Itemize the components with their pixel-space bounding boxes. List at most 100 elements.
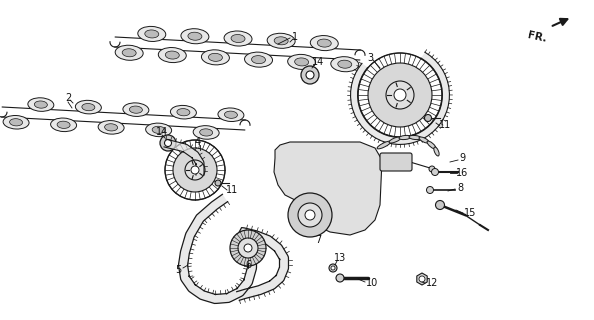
Text: 15: 15 (464, 208, 476, 218)
Circle shape (329, 264, 337, 272)
Text: 5: 5 (175, 265, 181, 275)
Ellipse shape (82, 103, 95, 111)
Circle shape (301, 66, 319, 84)
Circle shape (435, 201, 444, 210)
Ellipse shape (10, 119, 23, 126)
Ellipse shape (295, 58, 309, 66)
Polygon shape (350, 52, 450, 145)
Text: 6: 6 (245, 260, 251, 270)
Text: 3: 3 (367, 53, 373, 63)
Circle shape (185, 160, 205, 180)
Ellipse shape (181, 29, 209, 44)
Text: 4: 4 (195, 137, 201, 147)
Text: 12: 12 (426, 278, 438, 288)
Ellipse shape (146, 123, 172, 137)
Ellipse shape (251, 56, 266, 64)
Ellipse shape (170, 105, 197, 119)
Ellipse shape (165, 51, 179, 59)
Ellipse shape (57, 121, 70, 128)
Ellipse shape (34, 101, 48, 108)
Polygon shape (274, 142, 382, 235)
Text: 10: 10 (366, 278, 378, 288)
Text: 11: 11 (439, 120, 451, 130)
Circle shape (306, 71, 314, 79)
Ellipse shape (75, 100, 102, 114)
Circle shape (244, 244, 252, 252)
Circle shape (419, 276, 425, 282)
Ellipse shape (50, 118, 77, 132)
Circle shape (336, 274, 344, 282)
Circle shape (191, 166, 199, 174)
Circle shape (331, 266, 335, 270)
Circle shape (394, 89, 406, 101)
Ellipse shape (115, 45, 143, 60)
Ellipse shape (231, 35, 245, 43)
Ellipse shape (310, 36, 338, 51)
Ellipse shape (152, 126, 165, 133)
Ellipse shape (98, 121, 124, 134)
Text: 7: 7 (315, 235, 321, 245)
FancyBboxPatch shape (380, 153, 412, 171)
Ellipse shape (122, 49, 136, 57)
Ellipse shape (123, 103, 149, 116)
Ellipse shape (3, 116, 29, 129)
Text: 14: 14 (312, 57, 324, 67)
Ellipse shape (218, 108, 244, 122)
Ellipse shape (208, 53, 222, 61)
Circle shape (230, 230, 266, 266)
Polygon shape (164, 139, 204, 175)
Ellipse shape (419, 137, 429, 143)
Ellipse shape (274, 37, 288, 45)
Ellipse shape (225, 111, 238, 118)
Ellipse shape (317, 39, 331, 47)
Ellipse shape (287, 54, 315, 69)
Circle shape (358, 53, 442, 137)
Circle shape (298, 203, 322, 227)
Ellipse shape (245, 52, 273, 67)
Ellipse shape (129, 106, 143, 113)
Circle shape (165, 140, 225, 200)
Ellipse shape (409, 135, 421, 140)
Circle shape (288, 193, 332, 237)
Polygon shape (179, 194, 289, 303)
Ellipse shape (377, 141, 391, 149)
Circle shape (173, 148, 217, 192)
Ellipse shape (28, 98, 54, 111)
Circle shape (238, 238, 258, 258)
Ellipse shape (188, 32, 202, 40)
Ellipse shape (399, 135, 411, 140)
Text: 2: 2 (65, 93, 71, 103)
Text: 1: 1 (292, 32, 298, 42)
Ellipse shape (267, 33, 295, 48)
Ellipse shape (138, 27, 166, 42)
Ellipse shape (331, 57, 359, 72)
Circle shape (429, 166, 435, 172)
Text: 13: 13 (334, 253, 346, 263)
Ellipse shape (224, 31, 252, 46)
Circle shape (165, 140, 172, 147)
Ellipse shape (200, 129, 213, 136)
Text: 11: 11 (226, 185, 238, 195)
Ellipse shape (389, 137, 401, 143)
Ellipse shape (193, 126, 219, 139)
Circle shape (426, 187, 434, 194)
Circle shape (368, 63, 432, 127)
Ellipse shape (434, 147, 439, 156)
Circle shape (215, 180, 221, 186)
Ellipse shape (201, 50, 229, 65)
Text: 9: 9 (459, 153, 465, 163)
Ellipse shape (338, 60, 352, 68)
Ellipse shape (145, 30, 159, 38)
Text: 8: 8 (457, 183, 463, 193)
Circle shape (431, 169, 438, 175)
Ellipse shape (105, 124, 118, 131)
Ellipse shape (177, 108, 190, 116)
Text: 14: 14 (156, 127, 168, 137)
Text: FR.: FR. (527, 30, 548, 44)
Circle shape (305, 210, 315, 220)
Ellipse shape (427, 141, 436, 149)
Circle shape (425, 115, 431, 122)
Circle shape (386, 81, 414, 109)
Text: 16: 16 (456, 168, 468, 178)
Ellipse shape (159, 48, 187, 63)
